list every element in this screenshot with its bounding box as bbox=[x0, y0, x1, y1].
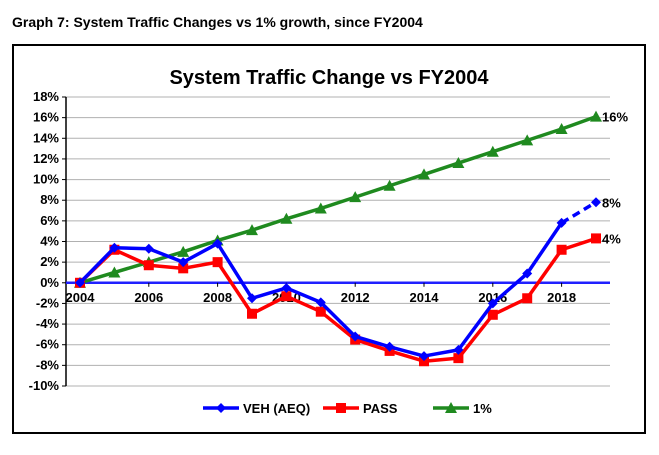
data-point bbox=[280, 212, 293, 224]
legend-swatch-marker bbox=[216, 403, 226, 413]
data-point bbox=[555, 122, 568, 134]
data-point bbox=[177, 245, 190, 257]
data-point bbox=[314, 202, 327, 214]
data-point bbox=[419, 351, 429, 362]
y-tick-label: -8% bbox=[36, 357, 60, 372]
data-point bbox=[521, 134, 534, 146]
y-tick-label: 2% bbox=[40, 254, 59, 269]
data-point bbox=[349, 191, 362, 203]
data-point bbox=[487, 298, 498, 309]
data-point bbox=[75, 277, 85, 288]
data-point bbox=[281, 282, 292, 293]
graph-caption: Graph 7: System Traffic Changes vs 1% gr… bbox=[12, 14, 423, 30]
y-tick-label: -2% bbox=[36, 295, 60, 310]
series-line bbox=[79, 114, 597, 285]
data-point bbox=[143, 260, 154, 271]
y-tick-label: 6% bbox=[40, 213, 59, 228]
x-tick-label: 2004 bbox=[66, 290, 96, 305]
data-point bbox=[281, 291, 292, 302]
data-point bbox=[315, 297, 326, 308]
data-point bbox=[383, 179, 396, 191]
end-label: 4% bbox=[602, 231, 621, 246]
data-point bbox=[143, 243, 154, 254]
data-point bbox=[178, 263, 189, 274]
chart-frame bbox=[12, 44, 646, 434]
data-point bbox=[212, 257, 223, 268]
data-point bbox=[109, 242, 120, 253]
y-tick-label: -6% bbox=[36, 337, 60, 352]
chart-title: System Traffic Change vs FY2004 bbox=[169, 67, 489, 89]
x-axis-ticks: 20042006200820102012201420162018 bbox=[66, 282, 576, 305]
y-tick-label: 4% bbox=[40, 234, 59, 249]
x-tick-label: 2018 bbox=[547, 290, 576, 305]
data-point bbox=[418, 168, 430, 180]
data-point bbox=[419, 356, 429, 367]
data-point bbox=[246, 224, 258, 236]
data-point bbox=[452, 157, 465, 169]
end-labels: 16% 4% 8% bbox=[602, 110, 628, 247]
legend-item: 1% bbox=[433, 401, 492, 416]
data-point bbox=[556, 244, 567, 255]
legend-item: VEH (AEQ) bbox=[203, 401, 310, 416]
data-point bbox=[178, 257, 189, 268]
data-point bbox=[212, 238, 223, 249]
y-tick-label: 16% bbox=[33, 110, 59, 125]
legend: VEH (AEQ) PASS 1% bbox=[203, 401, 492, 416]
legend-label: 1% bbox=[473, 401, 492, 416]
end-label: 16% bbox=[602, 110, 628, 125]
data-point bbox=[486, 145, 499, 157]
series-line bbox=[78, 236, 597, 363]
legend-item: PASS bbox=[323, 401, 398, 416]
y-tick-label: 10% bbox=[33, 172, 59, 187]
data-point bbox=[247, 308, 257, 319]
y-tick-label: -10% bbox=[29, 378, 60, 393]
axes bbox=[65, 97, 610, 386]
legend-swatch-marker bbox=[445, 402, 457, 413]
x-tick-label: 2008 bbox=[203, 290, 232, 305]
series-layer bbox=[74, 110, 602, 367]
series-veh-aeq bbox=[75, 197, 601, 362]
data-point bbox=[590, 110, 602, 122]
y-tick-label: 8% bbox=[40, 192, 59, 207]
x-tick-label: 2006 bbox=[134, 290, 163, 305]
x-tick-label: 2012 bbox=[341, 290, 370, 305]
data-point bbox=[487, 309, 498, 320]
y-tick-label: -4% bbox=[36, 316, 60, 331]
data-point bbox=[556, 217, 567, 228]
data-point bbox=[522, 293, 533, 304]
data-point bbox=[591, 197, 601, 208]
data-point bbox=[247, 293, 257, 304]
data-point bbox=[453, 353, 464, 364]
x-tick-label: 2014 bbox=[410, 290, 440, 305]
x-tick-label: 2016 bbox=[478, 290, 507, 305]
y-axis-ticks: 18% 16% 14% 12% 10% 8% 6% 4% 2% 0% -2% -4% -6% -8% -10… bbox=[29, 89, 66, 393]
end-label: 8% bbox=[602, 195, 621, 210]
y-tick-label: 0% bbox=[40, 275, 59, 290]
data-point bbox=[315, 306, 326, 317]
legend-swatch-marker bbox=[336, 403, 346, 413]
data-point bbox=[350, 331, 361, 342]
legend-label: PASS bbox=[363, 401, 398, 416]
data-point bbox=[522, 268, 533, 279]
y-tick-label: 14% bbox=[33, 130, 59, 145]
series-line-dashed bbox=[560, 200, 597, 225]
data-point bbox=[108, 266, 121, 278]
data-point bbox=[591, 233, 601, 244]
y-tick-label: 12% bbox=[33, 151, 59, 166]
data-point bbox=[453, 344, 464, 355]
y-tick-label: 18% bbox=[33, 89, 59, 104]
data-point bbox=[384, 341, 395, 352]
legend-label: VEH (AEQ) bbox=[243, 401, 310, 416]
